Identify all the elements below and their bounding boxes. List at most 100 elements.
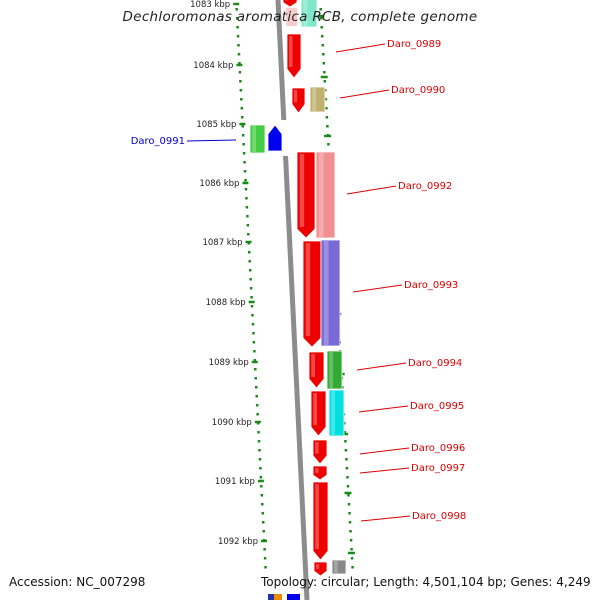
gene-label-leader	[335, 43, 386, 53]
tick-dot	[249, 278, 252, 281]
tick-dot	[252, 332, 255, 335]
gene-arrow-Daro_0989	[286, 33, 302, 79]
gene-label-leader	[346, 185, 397, 195]
tick-dot	[254, 368, 257, 371]
tick-dot	[250, 305, 254, 308]
tick-dot	[324, 98, 328, 101]
tick-dot	[239, 80, 242, 83]
gene-arrow-Daro_0998	[312, 481, 329, 561]
gene-arrow-Daro_0998-shape	[312, 481, 329, 561]
tick-dot	[321, 44, 325, 47]
tick-dot	[263, 548, 266, 551]
tick-dot	[241, 134, 245, 137]
gene-arrow-Daro_0990-shine	[293, 90, 298, 103]
tick-dot	[325, 116, 329, 119]
tick-dot	[241, 116, 244, 119]
gene-arrow-Daro_0996	[312, 439, 328, 465]
cog-box-daro0994-shine	[329, 352, 333, 388]
tick-dot	[247, 233, 250, 236]
gene-label-Daro_0989: Daro_0989	[335, 39, 441, 53]
gene-partial-bottom-2	[268, 594, 274, 600]
tick-dot	[251, 323, 255, 326]
tick-dot	[237, 53, 241, 56]
gene-label-leader	[359, 467, 410, 474]
tick-dot	[248, 260, 251, 263]
gene-label-text: Daro_0997	[411, 463, 465, 474]
tick-dot	[254, 386, 258, 389]
tick-dot	[326, 125, 329, 128]
gene-arrow-Daro_0998-shine	[315, 484, 319, 549]
tick-dot	[261, 512, 265, 515]
cog-box-daro0995-shape	[328, 389, 345, 437]
cog-box-daro0990-shine	[312, 88, 316, 111]
tick-dot	[252, 341, 256, 344]
gene-label-text: Daro_0991	[131, 136, 185, 147]
tick-dot	[244, 188, 248, 191]
gene-label-Daro_0994: Daro_0994	[356, 358, 462, 371]
tick-dot	[346, 476, 349, 479]
tick-dot	[254, 377, 258, 380]
kbp-tick-label: 1091 kbp	[215, 477, 255, 487]
tick-dot	[320, 26, 323, 29]
gene-partial-bottom-4	[287, 594, 300, 600]
tick-dot	[247, 251, 251, 254]
tick-dot	[348, 521, 352, 524]
cog-box-daro0991	[249, 124, 266, 154]
tick-dot	[239, 89, 243, 92]
gene-arrow-Daro_0991	[267, 124, 283, 152]
gene-partial-bottom-3	[274, 594, 282, 600]
tick-dot	[327, 143, 330, 146]
gene-partial-bottom-shape	[313, 561, 328, 577]
gene-arrow-Daro_0993-shine	[305, 243, 311, 336]
kbp-tick-label: 1088 kbp	[206, 298, 246, 308]
tick-dot	[237, 44, 240, 47]
tick-dot	[249, 287, 253, 290]
tick-dot	[245, 206, 249, 209]
gene-label-text: Daro_0990	[391, 85, 445, 96]
tick-dot	[240, 98, 243, 101]
tick-dot	[258, 449, 261, 452]
cog-box-daro0993-shine	[323, 241, 329, 345]
gene-label-text: Daro_0989	[387, 39, 441, 50]
gene-label-Daro_0993: Daro_0993	[352, 280, 458, 293]
cog-partial-top-shape	[300, 0, 318, 28]
gene-label-Daro_0998: Daro_0998	[360, 511, 466, 522]
tick-dot	[242, 152, 246, 155]
tick-dot	[319, 8, 322, 11]
tick-dot	[347, 503, 351, 506]
tick-dot	[344, 440, 347, 443]
cog-partial-top	[300, 0, 318, 28]
topology-label: Topology: circular; Length: 4,501,104 bp…	[261, 575, 591, 589]
gene-arrow-Daro_0997-shine	[315, 468, 319, 474]
gene-label-Daro_0996: Daro_0996	[359, 443, 465, 455]
gene-arrow-Daro_0993-shape	[302, 240, 322, 348]
gene-arrow-Daro_0991-shape	[267, 124, 283, 152]
gene-arrow-Daro_0992-shape	[296, 151, 316, 239]
tick-dot	[241, 125, 244, 128]
tick-dot	[263, 557, 267, 560]
gene-arrow-Daro_0996-shape	[312, 439, 328, 465]
gene-label-text: Daro_0996	[411, 443, 465, 454]
tick-dot	[322, 53, 325, 56]
gene-arrow-Daro_0997-shape	[312, 465, 328, 481]
tick-dot	[238, 71, 242, 74]
kbp-tick-label: 1084 kbp	[193, 61, 233, 71]
tick-dot	[345, 467, 349, 470]
tick-dot	[349, 530, 352, 533]
cog-box-daro0991-shine	[252, 126, 256, 152]
tick-dot	[256, 413, 259, 416]
cog-box-daro0992	[315, 151, 336, 239]
tick-dot	[244, 179, 247, 182]
cog-partial-top-2	[286, 8, 297, 26]
tick-dot	[257, 431, 260, 434]
tick-dot	[238, 62, 241, 65]
kbp-tick-label: 1092 kbp	[218, 537, 258, 547]
gene-label-text: Daro_0994	[408, 358, 462, 369]
gene-arrow-Daro_0990	[291, 87, 306, 114]
kbp-tick-label: 1087 kbp	[202, 238, 242, 248]
gene-arrow-Daro_0997	[312, 465, 328, 481]
tick-dot	[322, 62, 326, 65]
tick-dot	[248, 269, 252, 272]
